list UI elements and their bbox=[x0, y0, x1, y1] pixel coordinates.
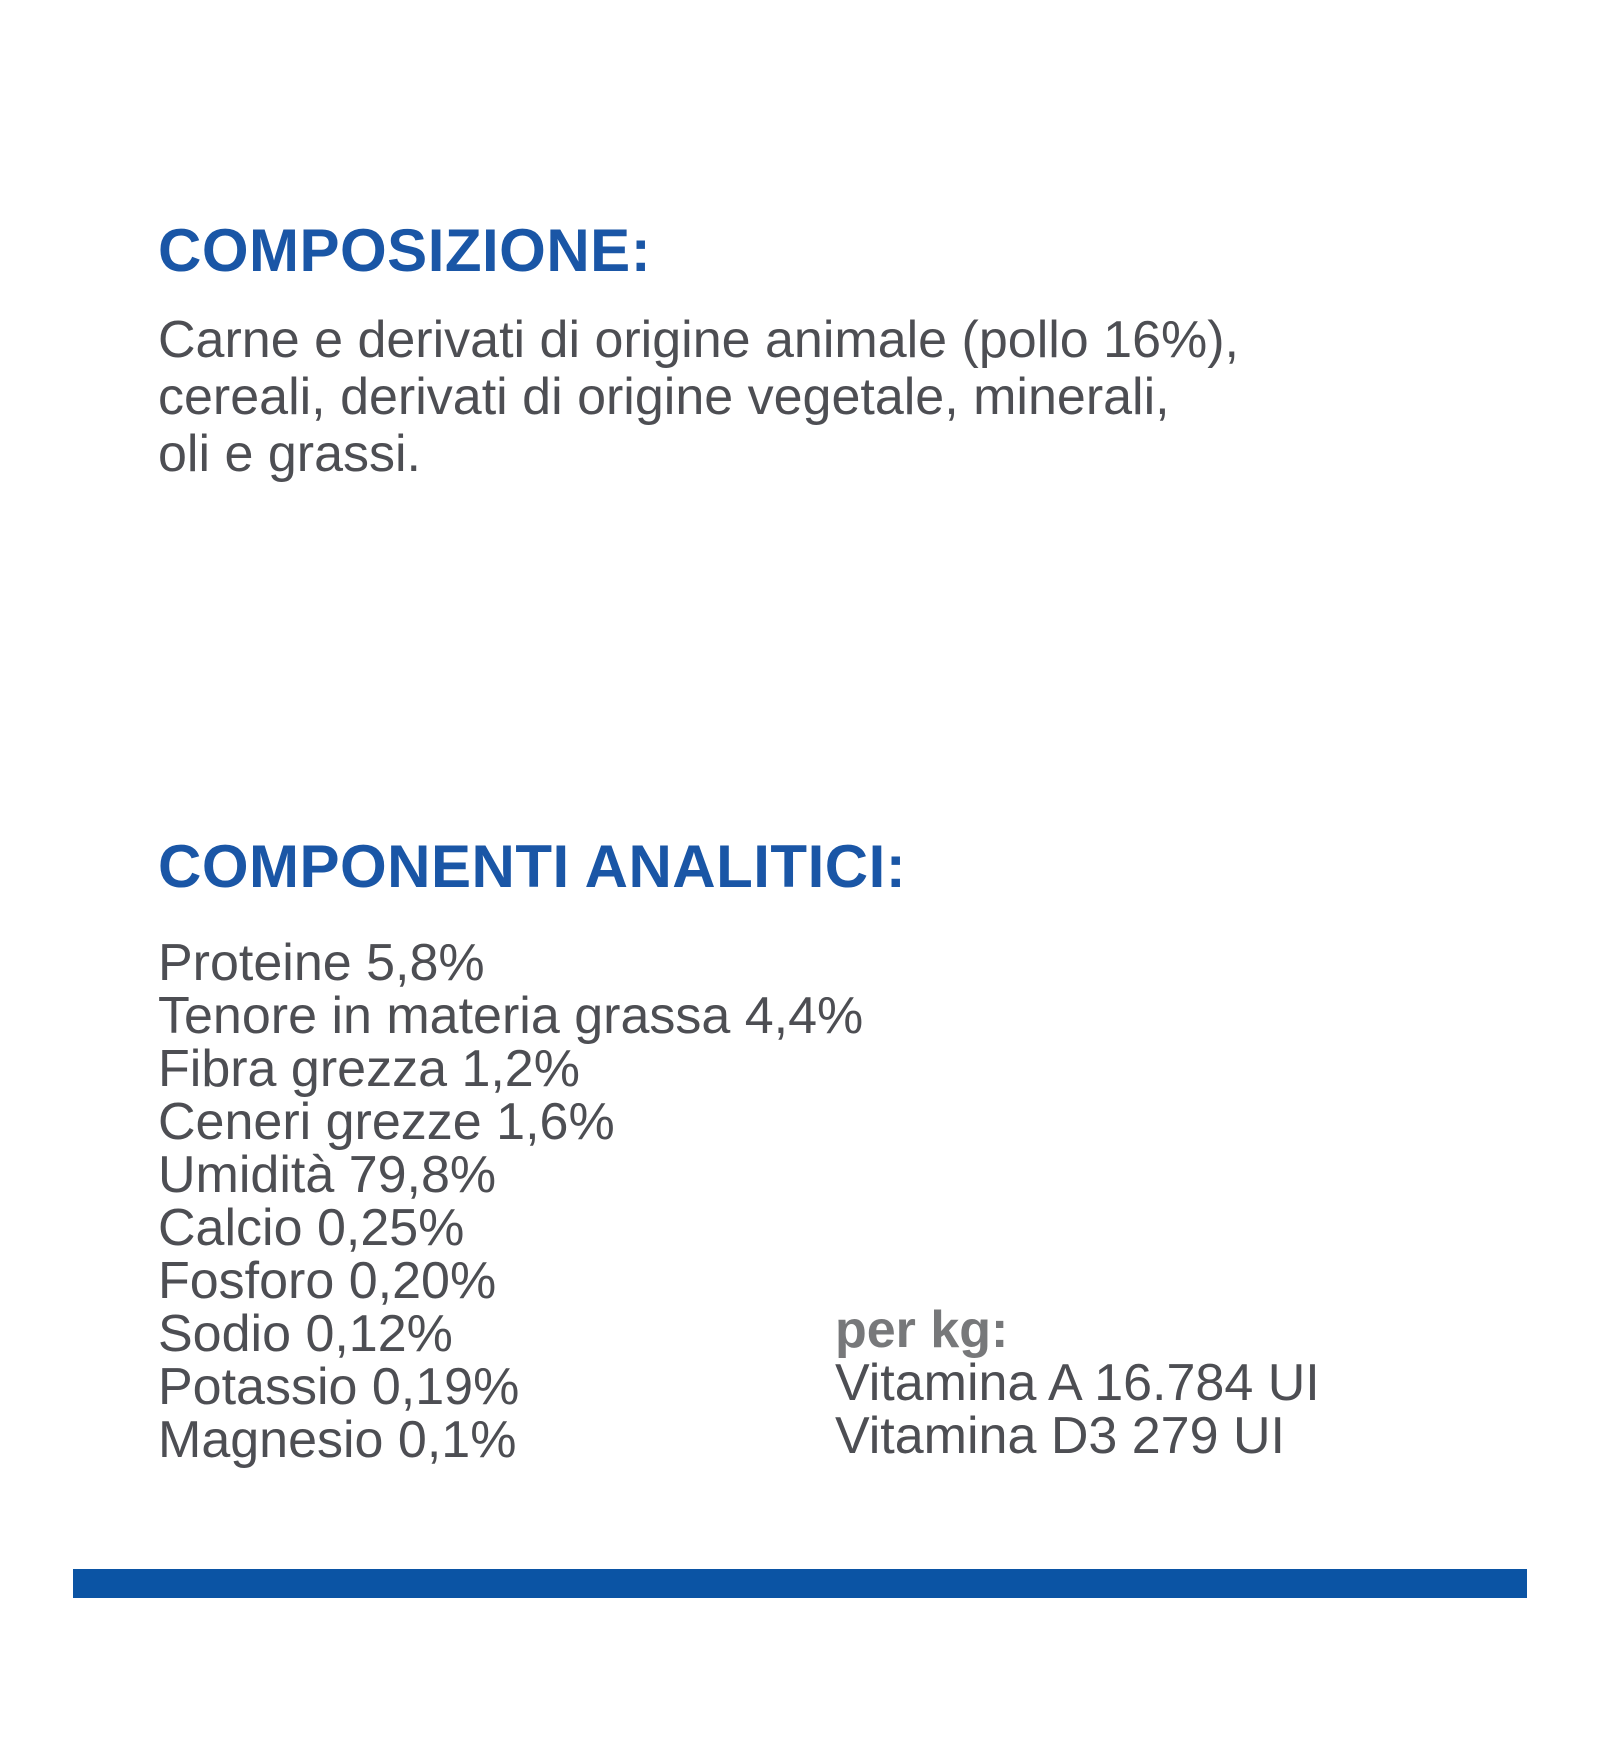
analytical-item-magnesio: Magnesio 0,1% bbox=[158, 1411, 517, 1469]
analytical-item-potassio: Potassio 0,19% bbox=[158, 1358, 520, 1416]
composition-heading: COMPOSIZIONE: bbox=[158, 217, 652, 284]
analytical-item-proteine: Proteine 5,8% bbox=[158, 934, 485, 992]
analytical-item-umidita: Umidità 79,8% bbox=[158, 1146, 497, 1204]
analytical-item-grassa: Tenore in materia grassa 4,4% bbox=[158, 987, 864, 1045]
composition-line: cereali, derivati di origine vegetale, m… bbox=[158, 368, 1170, 426]
analytical-components-list: Proteine 5,8% Tenore in materia grassa 4… bbox=[158, 937, 863, 1467]
analytical-item-fosforo: Fosforo 0,20% bbox=[158, 1252, 497, 1310]
composition-line: oli e grassi. bbox=[158, 425, 421, 483]
per-kg-label: per kg: bbox=[835, 1301, 1009, 1359]
per-kg-column: per kg: Vitamina A 16.784 UI Vitamina D3… bbox=[835, 1304, 1320, 1463]
analytical-item-sodio: Sodio 0,12% bbox=[158, 1305, 453, 1363]
analytical-item-calcio: Calcio 0,25% bbox=[158, 1199, 465, 1257]
composition-line: Carne e derivati di origine animale (pol… bbox=[158, 311, 1240, 369]
composition-paragraph: Carne e derivati di origine animale (pol… bbox=[158, 312, 1239, 483]
vitamin-a-value: Vitamina A 16.784 UI bbox=[835, 1354, 1320, 1412]
bottom-divider-bar bbox=[73, 1569, 1527, 1598]
vitamin-d3-value: Vitamina D3 279 UI bbox=[835, 1407, 1285, 1465]
analytical-components-heading: COMPONENTI ANALITICI: bbox=[158, 833, 907, 900]
analytical-item-ceneri: Ceneri grezze 1,6% bbox=[158, 1093, 615, 1151]
analytical-item-fibra: Fibra grezza 1,2% bbox=[158, 1040, 580, 1098]
